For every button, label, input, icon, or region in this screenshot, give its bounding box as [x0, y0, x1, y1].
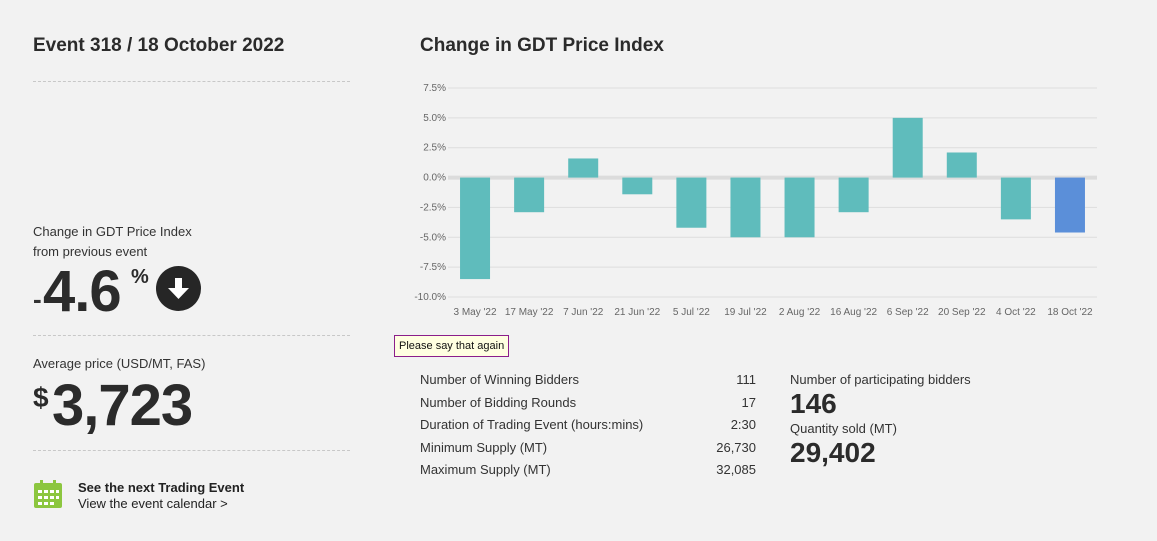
x-tick-label: 2 Aug '22: [779, 307, 821, 318]
bar: [730, 177, 761, 238]
stat-row: Minimum Supply (MT) 26,730: [420, 440, 760, 463]
arrow-down-icon: [156, 266, 201, 311]
bar: [784, 177, 815, 238]
change-label-line2: from previous event: [33, 244, 148, 259]
avg-price-value: 3,723: [52, 373, 193, 438]
currency-symbol: $: [33, 382, 49, 413]
x-tick-label: 18 Oct '22: [1047, 307, 1093, 318]
stat-value: 2:30: [730, 417, 756, 432]
x-tick-label: 19 Jul '22: [724, 307, 767, 318]
avg-price-label: Average price (USD/MT, FAS): [33, 356, 206, 371]
stat-label: Number of Winning Bidders: [420, 372, 579, 387]
bar: [460, 177, 491, 280]
stat-row: Maximum Supply (MT) 32,085: [420, 462, 760, 485]
bar: [1000, 177, 1031, 220]
change-label: Change in GDT Price Index from previous …: [33, 222, 192, 262]
change-value-row: - 4.6 %: [33, 259, 350, 324]
x-tick-label: 21 Jun '22: [614, 307, 660, 318]
bar: [622, 177, 653, 195]
event-calendar-link[interactable]: View the event calendar >: [78, 496, 228, 511]
event-title: Event 318 / 18 October 2022: [33, 35, 285, 56]
y-tick-label: -5.0%: [420, 232, 446, 243]
bar: [568, 158, 599, 178]
bidders-value: 146: [790, 388, 837, 419]
event-summary-panel: Event 318 / 18 October 2022 Change in GD…: [33, 0, 350, 541]
y-tick-label: -10.0%: [414, 292, 446, 303]
x-tick-label: 6 Sep '22: [887, 307, 929, 318]
tooltip: Please say that again: [394, 335, 510, 357]
y-tick-label: -7.5%: [420, 262, 446, 273]
quantity-sold-label: Quantity sold (MT): [790, 421, 897, 436]
stat-row: Duration of Trading Event (hours:mins) 2:…: [420, 417, 760, 440]
stat-row: Number of Bidding Rounds 17: [420, 395, 760, 418]
x-tick-label: 4 Oct '22: [996, 307, 1036, 318]
bar: [946, 152, 977, 178]
calendar-icon[interactable]: [33, 479, 63, 509]
x-tick-label: 20 Sep '22: [938, 307, 986, 318]
bar: [1054, 177, 1085, 233]
change-sign: -: [33, 284, 42, 314]
y-tick-label: 7.5%: [423, 83, 446, 94]
x-tick-label: 17 May '22: [505, 307, 554, 318]
stat-label: Maximum Supply (MT): [420, 462, 551, 477]
bar: [676, 177, 707, 228]
stat-value: 111: [736, 372, 756, 387]
divider: [33, 450, 350, 451]
stat-label: Minimum Supply (MT): [420, 439, 548, 455]
price-index-chart: 7.5% 5.0% 2.5% 0.0% -2.5% -5.0% -7.5% -10.0% 3 M…: [414, 83, 1097, 318]
results-table: Number of Winning Bidders 111 Number of Bi…: [420, 372, 760, 485]
avg-price-row: $ 3,723: [33, 374, 350, 438]
y-tick-label: 2.5%: [423, 143, 446, 154]
stat-value: 26,730: [716, 439, 756, 455]
bidders-label: Number of participating bidders: [790, 372, 971, 387]
y-tick-label: 0.0%: [423, 173, 446, 184]
change-label-line1: Change in GDT Price Index: [33, 224, 192, 239]
x-tick-label: 5 Jul '22: [673, 307, 710, 318]
change-value: 4.6: [43, 259, 122, 324]
y-tick-label: 5.0%: [423, 113, 446, 124]
next-event-title: See the next Trading Event: [78, 480, 245, 495]
stat-label: Number of Bidding Rounds: [420, 394, 577, 410]
x-tick-label: 16 Aug '22: [830, 307, 877, 318]
stat-label: Duration of Trading Event (hours:mins): [420, 417, 644, 432]
chart-title: Change in GDT Price Index: [420, 35, 664, 56]
divider: [33, 81, 350, 82]
bar: [514, 177, 545, 213]
change-unit: %: [131, 266, 149, 288]
stat-value: 17: [741, 394, 756, 410]
bar: [838, 177, 869, 213]
stat-row: Number of Winning Bidders 111: [420, 372, 760, 395]
x-tick-label: 7 Jun '22: [563, 307, 604, 318]
x-tick-label: 3 May '22: [454, 307, 497, 318]
quantity-sold-value: 29,402: [790, 437, 876, 468]
bar: [892, 117, 923, 178]
y-tick-label: -2.5%: [420, 202, 446, 213]
divider: [33, 335, 350, 336]
side-stats: Number of participating bidders 146 Quan…: [790, 372, 1040, 470]
stat-value: 32,085: [716, 462, 756, 477]
